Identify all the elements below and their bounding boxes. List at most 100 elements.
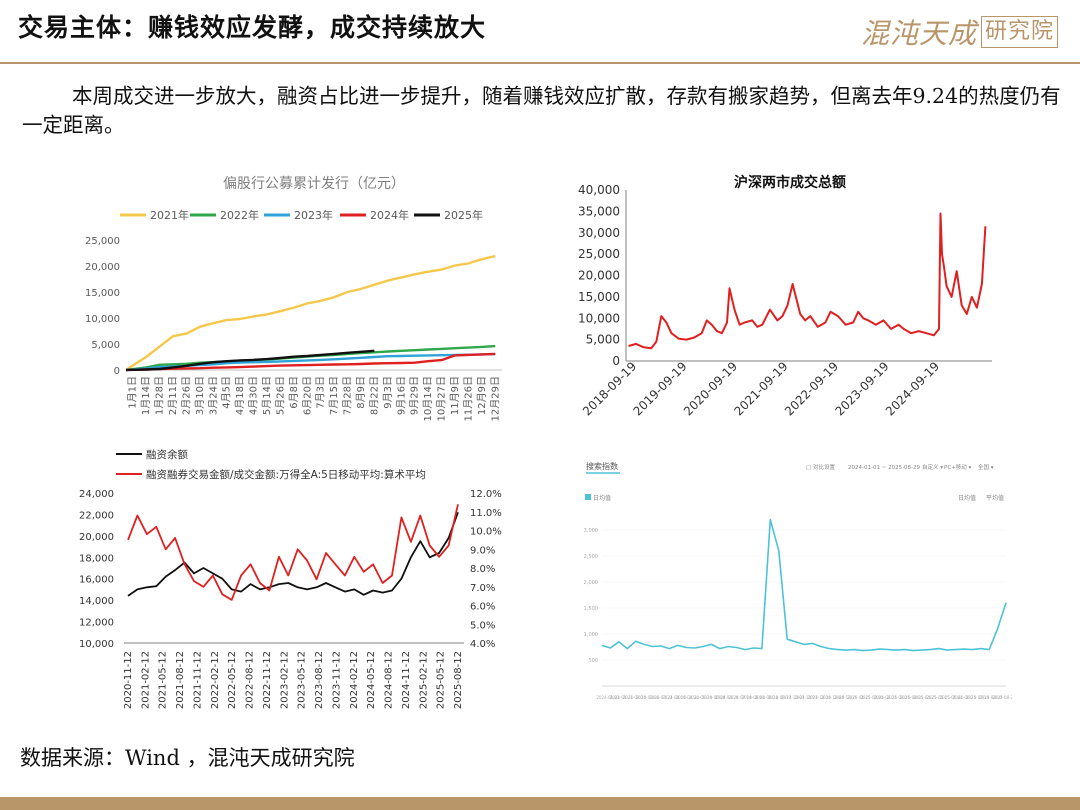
- data-source-note: 数据来源：Wind ，混沌天成研究院: [20, 746, 355, 770]
- x-tick-label: 2023-02-12: [279, 651, 290, 709]
- x-tick-label: 2024-05-20: [689, 695, 713, 700]
- fund-issuance-svg: 偏股行公募累计发行（亿元） 2021年 2022年 2023年 2024年 2025年 0 5…: [85, 176, 502, 421]
- y-tick-label: 1,000: [584, 632, 598, 638]
- series-line: [127, 511, 459, 597]
- x-tick-label: 2024-09-17: [768, 695, 792, 700]
- legend-label: 2024年: [370, 208, 409, 222]
- x-tick-label: 2024-03-01: [636, 695, 660, 700]
- left-y-tick-label: 14,000: [79, 596, 114, 607]
- x-tick-label: 2025-05-15: [926, 695, 950, 700]
- x-tick-label: 2023-05-12: [297, 651, 308, 709]
- x-tick-label: 2020-11-12: [123, 651, 134, 709]
- x-tick-label: 11月9日: [449, 376, 461, 415]
- right-y-tick-label: 7.0%: [470, 583, 495, 594]
- x-tick-label: 2025-03-16: [887, 695, 911, 700]
- y-tick-label: 30,000: [578, 226, 620, 240]
- slide-header: 交易主体：赚钱效应发酵，成交持续放大 混沌天成 研究院: [0, 0, 1080, 62]
- x-tick-label: 2025-02-04: [860, 695, 884, 700]
- logo-box-text: 研究院: [980, 16, 1058, 48]
- toolbar-item: 全国 ▾: [978, 463, 994, 471]
- x-tick-label: 7月28日: [342, 376, 354, 415]
- header-divider: [0, 62, 1080, 64]
- x-tick-label: 2024-12-06: [821, 695, 845, 700]
- legend-label: 2023年: [294, 208, 333, 222]
- left-y-tick-label: 16,000: [79, 575, 114, 586]
- legend-label: 日均值: [958, 494, 976, 502]
- left-y-tick-label: 10,000: [79, 639, 114, 650]
- right-y-tick-label: 8.0%: [470, 564, 495, 575]
- x-tick-label: 2024-04-10: [662, 695, 686, 700]
- x-tick-label: 2022-02-12: [210, 651, 221, 709]
- x-tick-label: 10月14日: [422, 376, 434, 421]
- x-tick-label: 4月5日: [221, 376, 233, 409]
- left-y-tick-label: 22,000: [79, 510, 114, 521]
- left-y-tick-label: 24,000: [79, 489, 114, 500]
- x-tick-label: 2021-05-12: [158, 651, 169, 709]
- x-tick-label: 2022-08-12: [245, 651, 256, 709]
- turnover-svg: 沪深两市成交总额 0 5,000 10,000 15,000 20,000 25,000 30…: [578, 174, 992, 418]
- right-y-tick-label: 12.0%: [470, 489, 502, 500]
- y-tick-label: 5,000: [586, 333, 620, 347]
- x-tick-label: 1月28日: [154, 376, 166, 415]
- intro-paragraph: 本周成交进一步放大，融资占比进一步提升，随着赚钱效应扩散，存款有搬家趋势，但离去…: [22, 84, 1061, 137]
- y-tick-label: 1,500: [584, 606, 598, 612]
- left-y-tick-label: 20,000: [79, 532, 114, 543]
- x-tick-label: 2024-06-29: [715, 695, 739, 700]
- x-tick-label: 9月29日: [409, 376, 421, 415]
- x-tick-label: 2024-10-07: [781, 695, 805, 700]
- right-y-tick-label: 11.0%: [470, 508, 502, 519]
- toolbar-item: □ 对比设置: [806, 463, 835, 471]
- chart-turnover: 沪深两市成交总额 0 5,000 10,000 15,000 20,000 25,000 30…: [562, 168, 1002, 430]
- y-tick-label: 10,000: [85, 314, 120, 325]
- x-tick-label: 2025-05-12: [436, 651, 447, 709]
- x-tick-label: 2024-08-12: [384, 651, 395, 709]
- y-tick-label: 15,000: [578, 290, 620, 304]
- x-tick-label: 2021-11-12: [192, 651, 203, 709]
- x-tick-label: 2025-04-25: [913, 695, 937, 700]
- x-tick-label: 2024-02-10: [623, 695, 647, 700]
- y-tick-label: 500: [588, 658, 598, 664]
- right-y-tick-label: 9.0%: [470, 545, 495, 556]
- x-tick-label: 2024-08-28: [755, 695, 779, 700]
- chart-fund-issuance: 偏股行公募累计发行（亿元） 2021年 2022年 2023年 2024年 2025年 0 5…: [78, 168, 518, 428]
- x-tick-label: 2月11日: [167, 376, 179, 415]
- x-tick-label: 2024-02-12: [349, 651, 360, 709]
- series-line: [125, 352, 496, 372]
- x-tick-label: 2024-07-19: [728, 695, 752, 700]
- x-tick-label: 2024-04-30: [676, 695, 700, 700]
- y-tick-label: 15,000: [85, 288, 120, 299]
- legend-swatch: [585, 494, 591, 500]
- x-tick-label: 12月9日: [476, 376, 488, 415]
- x-tick-label: 2021-02-12: [140, 651, 151, 709]
- chart-margin: 融资余额 融资融券交易金额/成交金额:万得全A:5日移动平均:算术平均 10,000…: [78, 440, 518, 715]
- x-tick-label: 2023-11-12: [331, 651, 342, 709]
- x-tick-label: 2024-08-08: [742, 695, 766, 700]
- logo-script-text: 混沌天成: [860, 17, 977, 50]
- x-tick-label: 9月3日: [382, 376, 394, 409]
- chart-title: 沪深两市成交总额: [734, 174, 846, 191]
- x-tick-label: 2025-02-12: [418, 651, 429, 709]
- series-line: [628, 212, 987, 350]
- x-tick-label: 2024-06-09: [702, 695, 726, 700]
- x-tick-label: 2024-01-21: [610, 695, 634, 700]
- y-tick-label: 40,000: [578, 183, 620, 197]
- x-tick-label: 2月26日: [180, 376, 192, 415]
- y-tick-label: 2,500: [584, 554, 598, 560]
- x-tick-label: 11月26日: [462, 376, 474, 421]
- x-tick-label: 6月20日: [301, 376, 313, 415]
- x-tick-label: 2021-08-12: [175, 651, 186, 709]
- x-tick-label: 8月22日: [368, 376, 380, 415]
- series-line: [127, 504, 459, 601]
- x-tick-label: 2025-02-24: [874, 695, 898, 700]
- x-tick-label: 2025-01-15: [847, 695, 871, 700]
- legend-label: 平均值: [986, 494, 1004, 502]
- x-tick-label: 2025-04-05: [900, 695, 924, 700]
- y-tick-label: 20,000: [578, 269, 620, 283]
- x-tick-label: 2024-03-21: [649, 695, 673, 700]
- toolbar-item: 自定义 ▾: [922, 463, 943, 471]
- right-y-tick-label: 5.0%: [470, 620, 495, 631]
- legend-label: 2021年: [150, 208, 189, 222]
- x-tick-label: 9月16日: [395, 376, 407, 415]
- x-tick-label: 2025-06-04: [940, 695, 964, 700]
